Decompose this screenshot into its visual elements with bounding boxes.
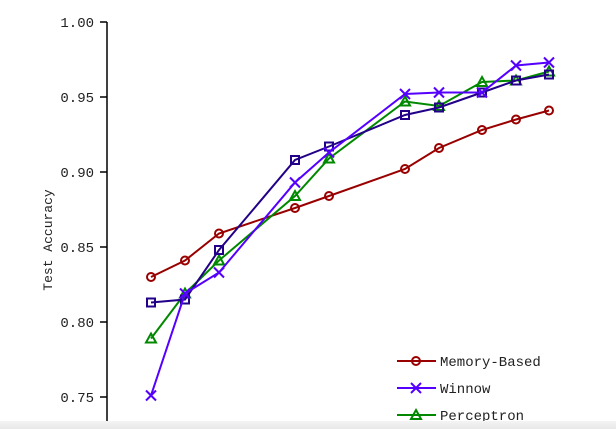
square-marker (290, 155, 300, 165)
series-line (150, 61, 550, 396)
triangle-marker (288, 188, 302, 201)
triangle-marker (398, 94, 412, 107)
x-marker (323, 146, 335, 159)
x-marker (410, 382, 422, 394)
circle-marker (214, 228, 224, 239)
series-perceptron (144, 64, 556, 344)
circle-marker (146, 272, 156, 282)
square-marker (214, 245, 224, 255)
x-marker (399, 88, 411, 100)
window-bottom-edge (0, 421, 616, 429)
square-marker (511, 75, 521, 86)
circle-marker (180, 255, 190, 266)
square-marker (324, 141, 334, 152)
triangle-marker (432, 98, 446, 111)
y-tick-label: 0.90 (60, 166, 94, 182)
circle-marker (400, 164, 410, 174)
x-marker (179, 287, 191, 300)
legend-entry: Memory-Based (397, 355, 541, 371)
series-line (150, 70, 550, 340)
triangle-marker (409, 407, 423, 420)
triangle-marker (212, 253, 226, 266)
legend-label: Memory-Based (440, 355, 541, 371)
x-marker (145, 389, 157, 402)
y-axis-label: Test Accuracy (41, 189, 56, 291)
circle-marker (477, 125, 487, 135)
x-marker (289, 176, 301, 189)
legend-entry: Winnow (397, 382, 491, 398)
y-tick-label: 1.00 (60, 16, 94, 32)
series-memory-based (146, 105, 554, 282)
y-tick-label: 0.95 (60, 91, 94, 107)
triangle-marker (475, 74, 489, 87)
circle-marker (411, 356, 421, 366)
series-line (150, 109, 550, 278)
circle-marker (511, 114, 521, 125)
legend-label: Winnow (440, 382, 491, 398)
square-marker (146, 297, 156, 308)
circle-marker (290, 203, 300, 213)
square-marker (434, 102, 444, 113)
y-tick-label: 0.85 (60, 241, 94, 257)
x-marker (510, 59, 522, 72)
triangle-marker (144, 331, 158, 344)
x-marker (213, 266, 225, 279)
y-tick-label: 0.80 (60, 316, 94, 332)
square-marker (544, 69, 554, 80)
series-winnow (145, 56, 555, 402)
triangle-marker (322, 151, 336, 164)
y-tick-label: 0.75 (60, 391, 94, 407)
circle-marker (434, 143, 444, 153)
x-marker (433, 86, 445, 99)
series-line (150, 73, 550, 304)
circle-marker (544, 105, 554, 116)
x-marker (476, 86, 488, 99)
square-marker (400, 110, 410, 120)
x-marker (543, 56, 555, 69)
circle-marker (324, 191, 334, 201)
series-unnamed (146, 69, 554, 308)
